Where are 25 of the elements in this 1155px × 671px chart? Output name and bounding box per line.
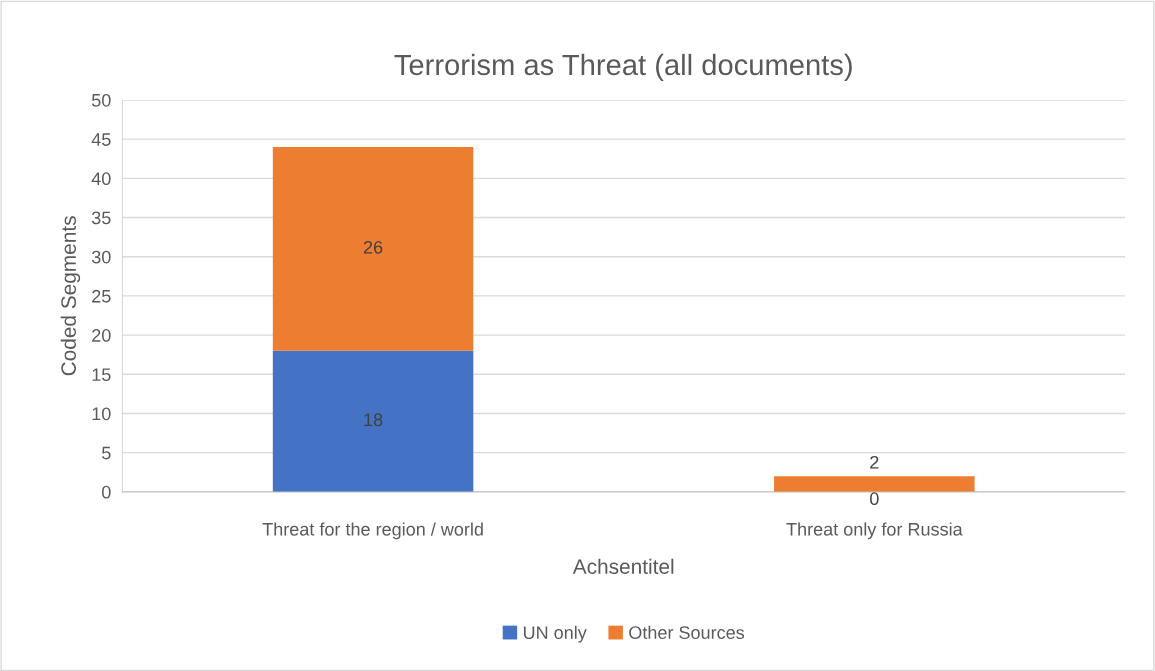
y-tick-label: 15: [92, 368, 111, 381]
y-tick-label: 20: [92, 329, 111, 342]
x-tick-label: Threat only for Russia: [786, 522, 963, 540]
data-label: 2: [870, 455, 879, 469]
y-tick-label: 40: [91, 172, 111, 186]
legend-label: UN only: [523, 625, 587, 643]
y-tick-label: 5: [102, 446, 111, 460]
x-axis-title: Achsentitel: [572, 558, 674, 574]
y-tick-label: 25: [92, 289, 111, 303]
data-label: 0: [870, 492, 879, 506]
y-tick-label: 10: [92, 407, 111, 421]
chart-title: Terrorism as Threat (all documents): [394, 53, 852, 82]
bar: [272, 147, 474, 351]
y-tick-label: 35: [91, 211, 111, 225]
data-label: 26: [363, 240, 383, 254]
y-tick-label: 45: [91, 133, 111, 146]
y-tick-label: 30: [91, 250, 111, 264]
y-axis-title: Coded Segments: [60, 216, 81, 376]
data-label: 18: [364, 413, 383, 427]
bar: [272, 350, 474, 492]
y-tick-label: 50: [91, 93, 111, 107]
y-tick-label: 0: [101, 485, 111, 499]
bar: [774, 476, 975, 492]
legend-label: Other Sources: [629, 625, 745, 640]
x-tick-label: Threat for the region / world: [262, 522, 483, 540]
